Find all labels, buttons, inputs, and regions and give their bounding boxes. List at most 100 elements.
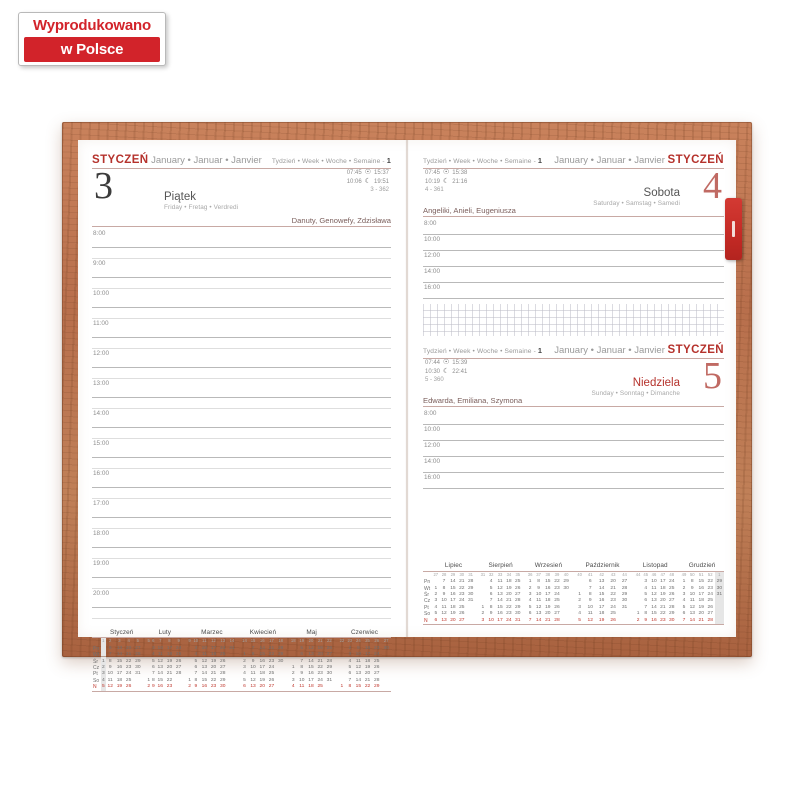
mini-calendar-day-cell[interactable] xyxy=(714,604,724,612)
mini-calendar-day-cell[interactable]: 19 xyxy=(506,585,512,591)
mini-calendar-day-cell[interactable]: 8 xyxy=(108,658,112,664)
mini-calendar-day-cell[interactable]: 26 xyxy=(268,677,275,683)
mini-calendar-day-cell[interactable]: 19 xyxy=(598,617,605,623)
mini-calendar-day-cell[interactable]: 23 xyxy=(610,598,616,604)
mini-calendar-day-cell[interactable]: 16 xyxy=(157,684,163,690)
mini-calendar-day-cell[interactable]: 25 xyxy=(175,652,182,658)
mini-calendar-day-cell[interactable]: 7 xyxy=(194,671,198,677)
half-hour-row[interactable] xyxy=(92,548,391,559)
mini-calendar-day-cell[interactable]: 19 xyxy=(166,658,173,664)
mini-calendar-day-cell[interactable]: 20 xyxy=(364,671,371,677)
mini-calendar-day-cell[interactable]: 29 xyxy=(374,684,380,690)
mini-calendar-day-cell[interactable]: 2 xyxy=(101,665,106,672)
mini-calendar-day-cell[interactable]: 10 xyxy=(157,645,163,651)
mini-calendar-day-cell[interactable]: 28 xyxy=(707,617,713,623)
mini-calendar-day-cell[interactable]: 14 xyxy=(497,598,503,604)
mini-calendar-day-cell[interactable]: 6 xyxy=(243,684,246,690)
mini-calendar-day-cell[interactable]: 8 xyxy=(588,591,592,597)
mini-calendar-day-cell[interactable]: 16 xyxy=(308,671,314,677)
mini-calendar-day-cell[interactable]: 30 xyxy=(621,598,628,604)
mini-calendar-day-cell[interactable]: 1 xyxy=(147,677,151,683)
mini-calendar-day-cell[interactable]: 8 xyxy=(194,677,198,683)
mini-calendar-day-cell[interactable]: 31 xyxy=(467,598,474,604)
mini-calendar-day-cell[interactable]: 27 xyxy=(459,617,465,623)
mini-calendar-day-cell[interactable]: 11 xyxy=(651,585,657,591)
mini-calendar-day-cell[interactable]: 26 xyxy=(326,645,333,651)
mini-calendar-day-cell[interactable]: 11 xyxy=(201,652,207,658)
mini-calendar-day-cell[interactable]: 2 xyxy=(291,671,295,677)
mini-calendar-day-cell[interactable]: 12 xyxy=(689,604,696,610)
mini-calendar-day-cell[interactable]: 4 xyxy=(644,585,648,591)
mini-calendar-day-cell[interactable]: 9 xyxy=(194,684,198,690)
mini-calendar-day-cell[interactable]: 6 xyxy=(489,591,493,597)
hour-row[interactable]: 20:00 xyxy=(92,589,391,608)
mini-calendar-day-cell[interactable]: 9 xyxy=(108,665,112,671)
mini-calendar-day-cell[interactable] xyxy=(714,611,724,618)
mini-calendar-day-cell[interactable]: 15 xyxy=(698,579,704,585)
mini-calendar-day-cell[interactable]: 1 xyxy=(243,652,246,658)
mini-calendar-day-cell[interactable]: 15 xyxy=(116,658,123,664)
mini-calendar-day-cell[interactable]: 15 xyxy=(450,585,456,591)
mini-calendar-day-cell[interactable]: 12 xyxy=(250,677,256,683)
mini-calendar-day-cell[interactable]: 24 xyxy=(668,579,675,585)
mini-calendar-day-cell[interactable]: 6 xyxy=(194,665,198,671)
mini-calendar-day-cell[interactable]: 19 xyxy=(698,604,704,610)
mini-calendar-day-cell[interactable]: 7 xyxy=(151,671,155,677)
mini-calendar-day-cell[interactable]: 20 xyxy=(450,617,456,623)
mini-calendar-day-cell[interactable]: 20 xyxy=(259,684,265,690)
mini-calendar-day-cell[interactable]: 1 xyxy=(291,665,295,671)
mini-calendar-day-cell[interactable]: 30 xyxy=(467,591,474,597)
mini-calendar-day-cell[interactable]: 27 xyxy=(135,645,141,651)
hour-row[interactable]: 16:00 xyxy=(423,283,724,299)
mini-calendar-day-cell[interactable]: 11 xyxy=(299,684,305,690)
mini-calendar-day-cell[interactable]: 21 xyxy=(125,652,132,658)
mini-calendar-day-cell[interactable]: 10 xyxy=(201,645,208,651)
mini-calendar-day-cell[interactable]: 23 xyxy=(166,684,173,690)
mini-calendar-day-cell[interactable]: 17 xyxy=(497,617,503,623)
mini-calendar-day-cell[interactable]: 13 xyxy=(689,611,696,617)
mini-calendar-day-cell[interactable]: 9 xyxy=(442,591,446,597)
mini-calendar-day-cell[interactable]: 19 xyxy=(660,591,666,597)
mini-calendar-day-cell[interactable]: 2 xyxy=(578,598,581,604)
mini-calendar-day-cell[interactable]: 14 xyxy=(259,645,265,651)
mini-calendar-day-cell[interactable]: 7 xyxy=(489,598,493,604)
mini-calendar-day-cell[interactable]: 13 xyxy=(116,645,123,651)
mini-calendar-day-cell[interactable]: 14 xyxy=(157,671,163,677)
mini-calendar-day-cell[interactable]: 5 xyxy=(434,611,438,617)
mini-calendar-day-cell[interactable]: 17 xyxy=(660,579,666,585)
mini-calendar-day-cell[interactable]: 2 xyxy=(528,585,532,591)
mini-calendar-day-cell[interactable]: 28 xyxy=(326,658,333,664)
mini-calendar-day-cell[interactable]: 21 xyxy=(364,677,371,683)
mini-calendar-day-cell[interactable]: 12 xyxy=(651,591,657,597)
mini-calendar-day-cell[interactable]: 19 xyxy=(450,611,456,617)
mini-calendar-day-cell[interactable]: 9 xyxy=(251,658,255,664)
mini-calendar-day-cell[interactable]: 13 xyxy=(598,579,605,585)
mini-calendar-day-cell[interactable]: 4 xyxy=(101,677,106,685)
mini-calendar-day-cell[interactable]: 26 xyxy=(459,611,465,617)
mini-calendar-day-cell[interactable]: 12 xyxy=(355,665,362,671)
mini-calendar-day-cell[interactable]: 7 xyxy=(588,585,592,591)
mini-calendar-day-cell[interactable]: 24 xyxy=(610,604,616,610)
mini-calendar-day-cell[interactable]: 3 xyxy=(644,579,648,585)
half-hour-row[interactable] xyxy=(92,338,391,349)
mini-calendar-day-cell[interactable]: 20 xyxy=(166,665,173,671)
mini-calendar-day-cell[interactable]: 15 xyxy=(497,604,503,610)
mini-calendar-day-cell[interactable]: 6 xyxy=(434,617,438,623)
mini-calendar-day-cell[interactable]: 20 xyxy=(545,611,551,617)
mini-calendar-day-cell[interactable]: 10 xyxy=(107,671,113,677)
mini-calendar-day-cell[interactable]: 3 xyxy=(528,591,532,597)
mini-calendar-day-cell[interactable]: 23 xyxy=(660,617,666,623)
mini-calendar-day-cell[interactable]: 4 xyxy=(489,579,493,585)
mini-calendar-day-cell[interactable]: 3 xyxy=(348,652,352,658)
mini-calendar-day-cell[interactable]: 10 xyxy=(587,604,593,610)
mini-calendar-day-cell[interactable]: 16 xyxy=(598,598,605,604)
mini-calendar-day-cell[interactable]: 23 xyxy=(317,671,323,677)
hour-row[interactable]: 14:00 xyxy=(423,457,724,473)
mini-calendar-day-cell[interactable]: 2 xyxy=(636,617,640,623)
mini-calendar-day-cell[interactable]: 21 xyxy=(610,585,616,591)
mini-calendar-day-cell[interactable]: 22 xyxy=(166,677,173,683)
mini-calendar-day-cell[interactable]: 7 xyxy=(528,617,532,623)
mini-calendar-day-cell[interactable]: 2 xyxy=(682,585,686,591)
hour-row[interactable]: 8:00 xyxy=(423,219,724,235)
mini-calendar-day-cell[interactable]: 24 xyxy=(268,665,275,671)
